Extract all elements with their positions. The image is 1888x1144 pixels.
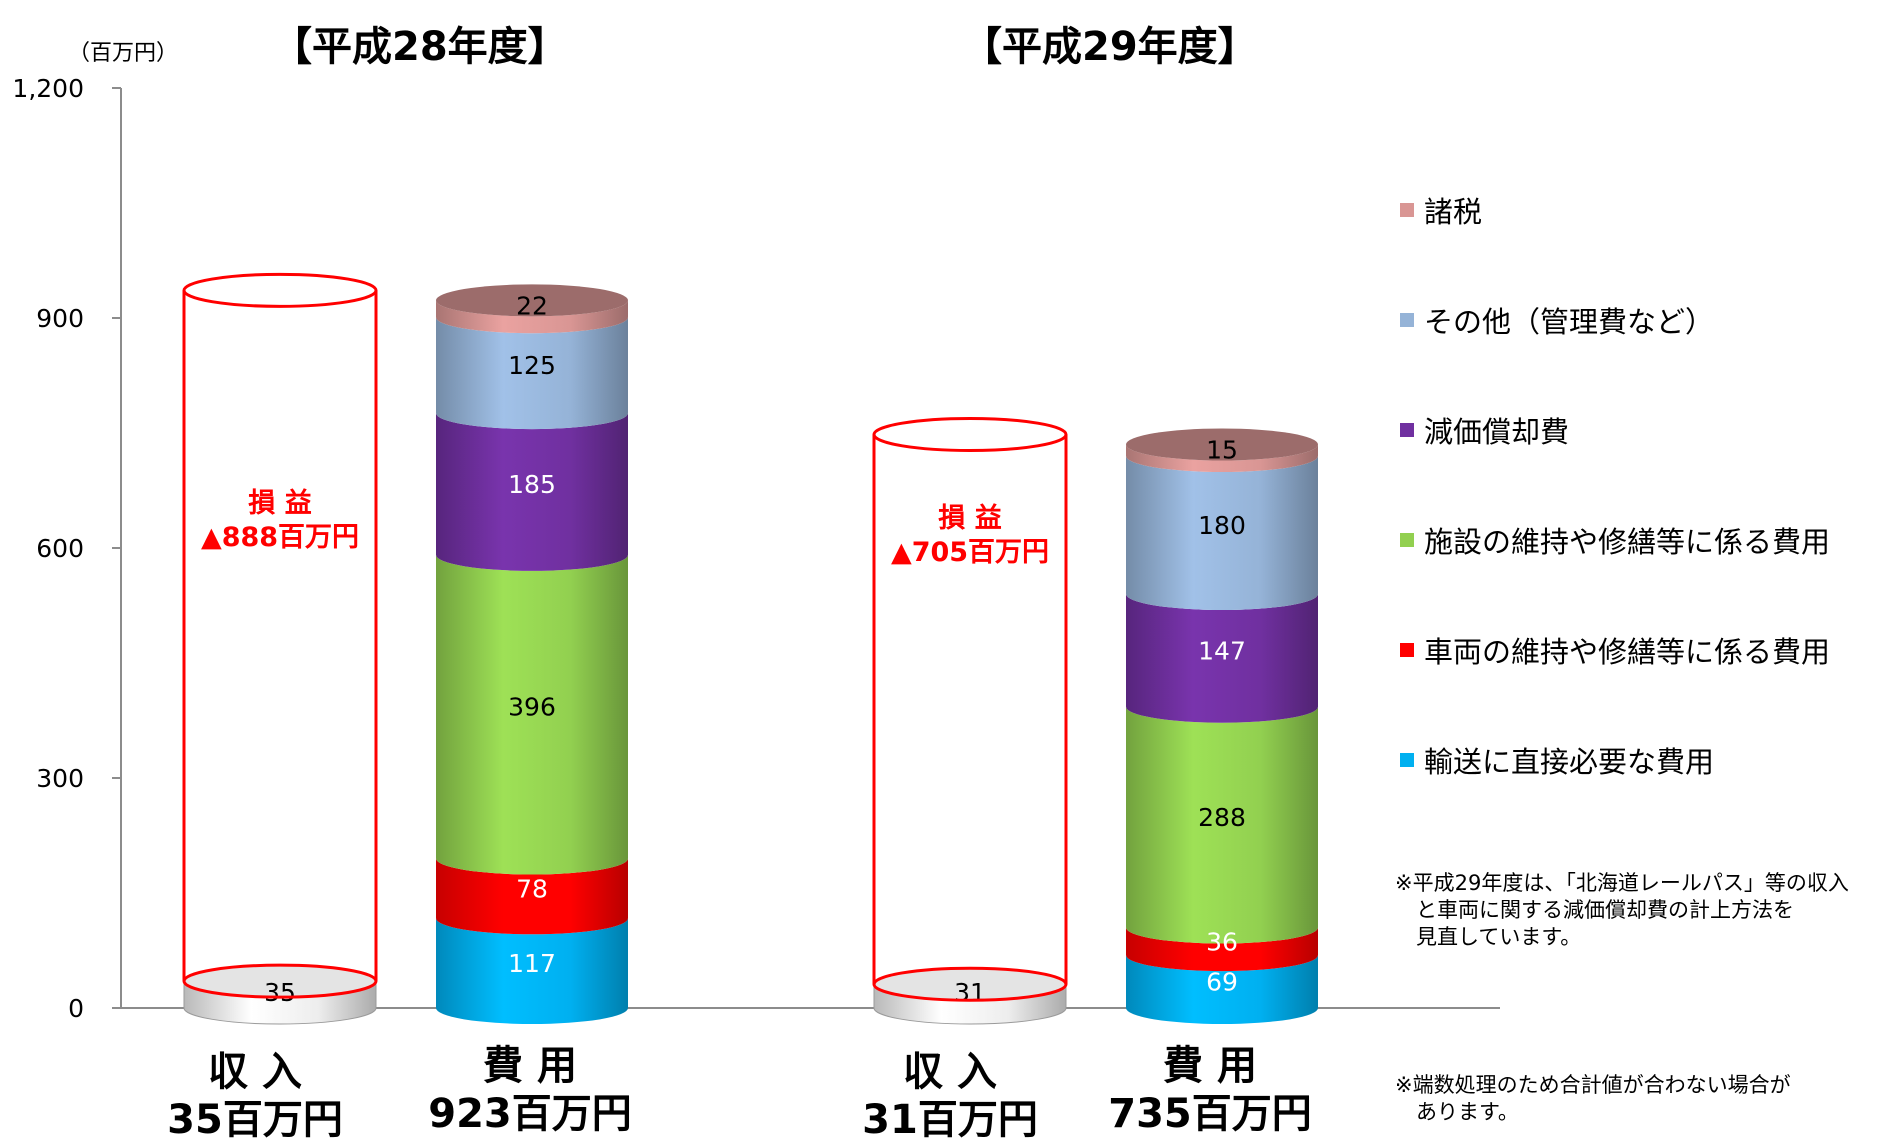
expense-segment [1126,706,1318,944]
y-tick-label: 600 [36,534,84,563]
loss-label: 損 益 [248,488,311,519]
expense-segment [436,413,628,571]
legend-swatch [1400,533,1414,547]
legend-item-facility: 施設の維持や修繕等に係る費用 [1400,520,1830,560]
expense-total: 923百万円 [428,1091,632,1137]
revenue-total: 31百万円 [862,1097,1038,1143]
note-rounding: ※端数処理のため合計値が合わない場合が あります。 [1395,1073,1791,1124]
expense-data-label: 185 [508,470,556,499]
loss-outline-top [182,272,378,308]
loss-value: ▲705百万円 [891,537,1049,568]
loss-outline-top [872,417,1068,452]
expense-label: 費 用 [483,1043,577,1089]
revenue-label: 収 入 [903,1049,997,1095]
revenue-data-label: 31 [954,978,986,1007]
legend-label: その他（管理費など） [1424,305,1715,339]
expense-data-label: 78 [516,874,548,903]
expense-segment [436,300,628,334]
expense-data-label: 288 [1198,803,1246,832]
note-method: ※平成29年度は、「北海道レールパス」等の収入 と車両に関する減価償却費の計上方… [1395,871,1849,949]
expense-data-label: 396 [508,693,556,722]
panel-title-h29: 【平成29年度】 [962,24,1258,70]
legend-label: 施設の維持や修繕等に係る費用 [1424,525,1831,559]
expense-segment [436,554,628,875]
x-label-expense-h29: 費 用 735百万円 [1105,1042,1315,1138]
revenue-label: 収 入 [208,1049,302,1095]
expense-segment [436,858,628,935]
legend-swatch [1400,313,1414,327]
expense-data-label: 180 [1198,511,1246,540]
expense-data-label: 125 [508,351,556,380]
expense-data-label: 117 [508,949,556,978]
legend-swatch [1400,203,1414,217]
expense-cylinder-top [436,284,628,317]
loss-label: 損 益 [938,503,1001,534]
loss-outline-bottom [872,966,1068,1002]
legend-swatch [1400,643,1414,657]
legend-item-depreciation: 減価償却費 [1400,410,1569,450]
expense-data-label: 69 [1206,968,1238,997]
y-tick-label: 1,200 [12,74,84,103]
legend-label: 車両の維持や修繕等に係る費用 [1424,635,1831,669]
expense-segment [436,317,628,430]
legend-label: 輸送に直接必要な費用 [1424,745,1715,779]
legend-item-transport: 輸送に直接必要な費用 [1400,740,1714,780]
revenue-total: 35百万円 [167,1097,343,1143]
y-unit-label: （百万円） [68,41,178,66]
expense-data-label: 22 [516,291,548,320]
legend-swatch [1400,423,1414,437]
expense-segment [1126,927,1318,972]
legend-label: 減価償却費 [1424,415,1570,449]
legend-item-vehicle: 車両の維持や修繕等に係る費用 [1400,630,1830,670]
loss-value: ▲888百万円 [201,522,359,553]
loss-outline-bottom [182,963,378,999]
expense-segment [1126,444,1318,472]
x-label-revenue-h28: 収 入 35百万円 [150,1048,360,1144]
panel-title-h28: 【平成28年度】 [272,24,568,70]
legend-item-tax: 諸税 [1400,190,1482,230]
expense-segment [436,918,628,1024]
expense-segment [1126,456,1318,610]
legend-swatch [1400,753,1414,767]
y-tick-label: 900 [36,304,84,333]
legend-label: 諸税 [1424,195,1483,229]
expense-cylinder-top [1126,428,1318,461]
y-tick-label: 0 [68,994,84,1023]
legend-item-other: その他（管理費など） [1400,300,1714,340]
expense-data-label: 147 [1198,636,1246,665]
x-label-revenue-h29: 収 入 31百万円 [845,1048,1055,1144]
expense-segment [1126,594,1318,723]
x-label-expense-h28: 費 用 923百万円 [425,1042,635,1138]
y-tick-label: 300 [36,764,84,793]
expense-segment [1126,955,1318,1024]
expense-data-label: 36 [1206,927,1238,956]
expense-data-label: 15 [1206,436,1238,465]
expense-total: 735百万円 [1108,1091,1312,1137]
expense-label: 費 用 [1163,1043,1257,1089]
revenue-data-label: 35 [264,978,296,1007]
